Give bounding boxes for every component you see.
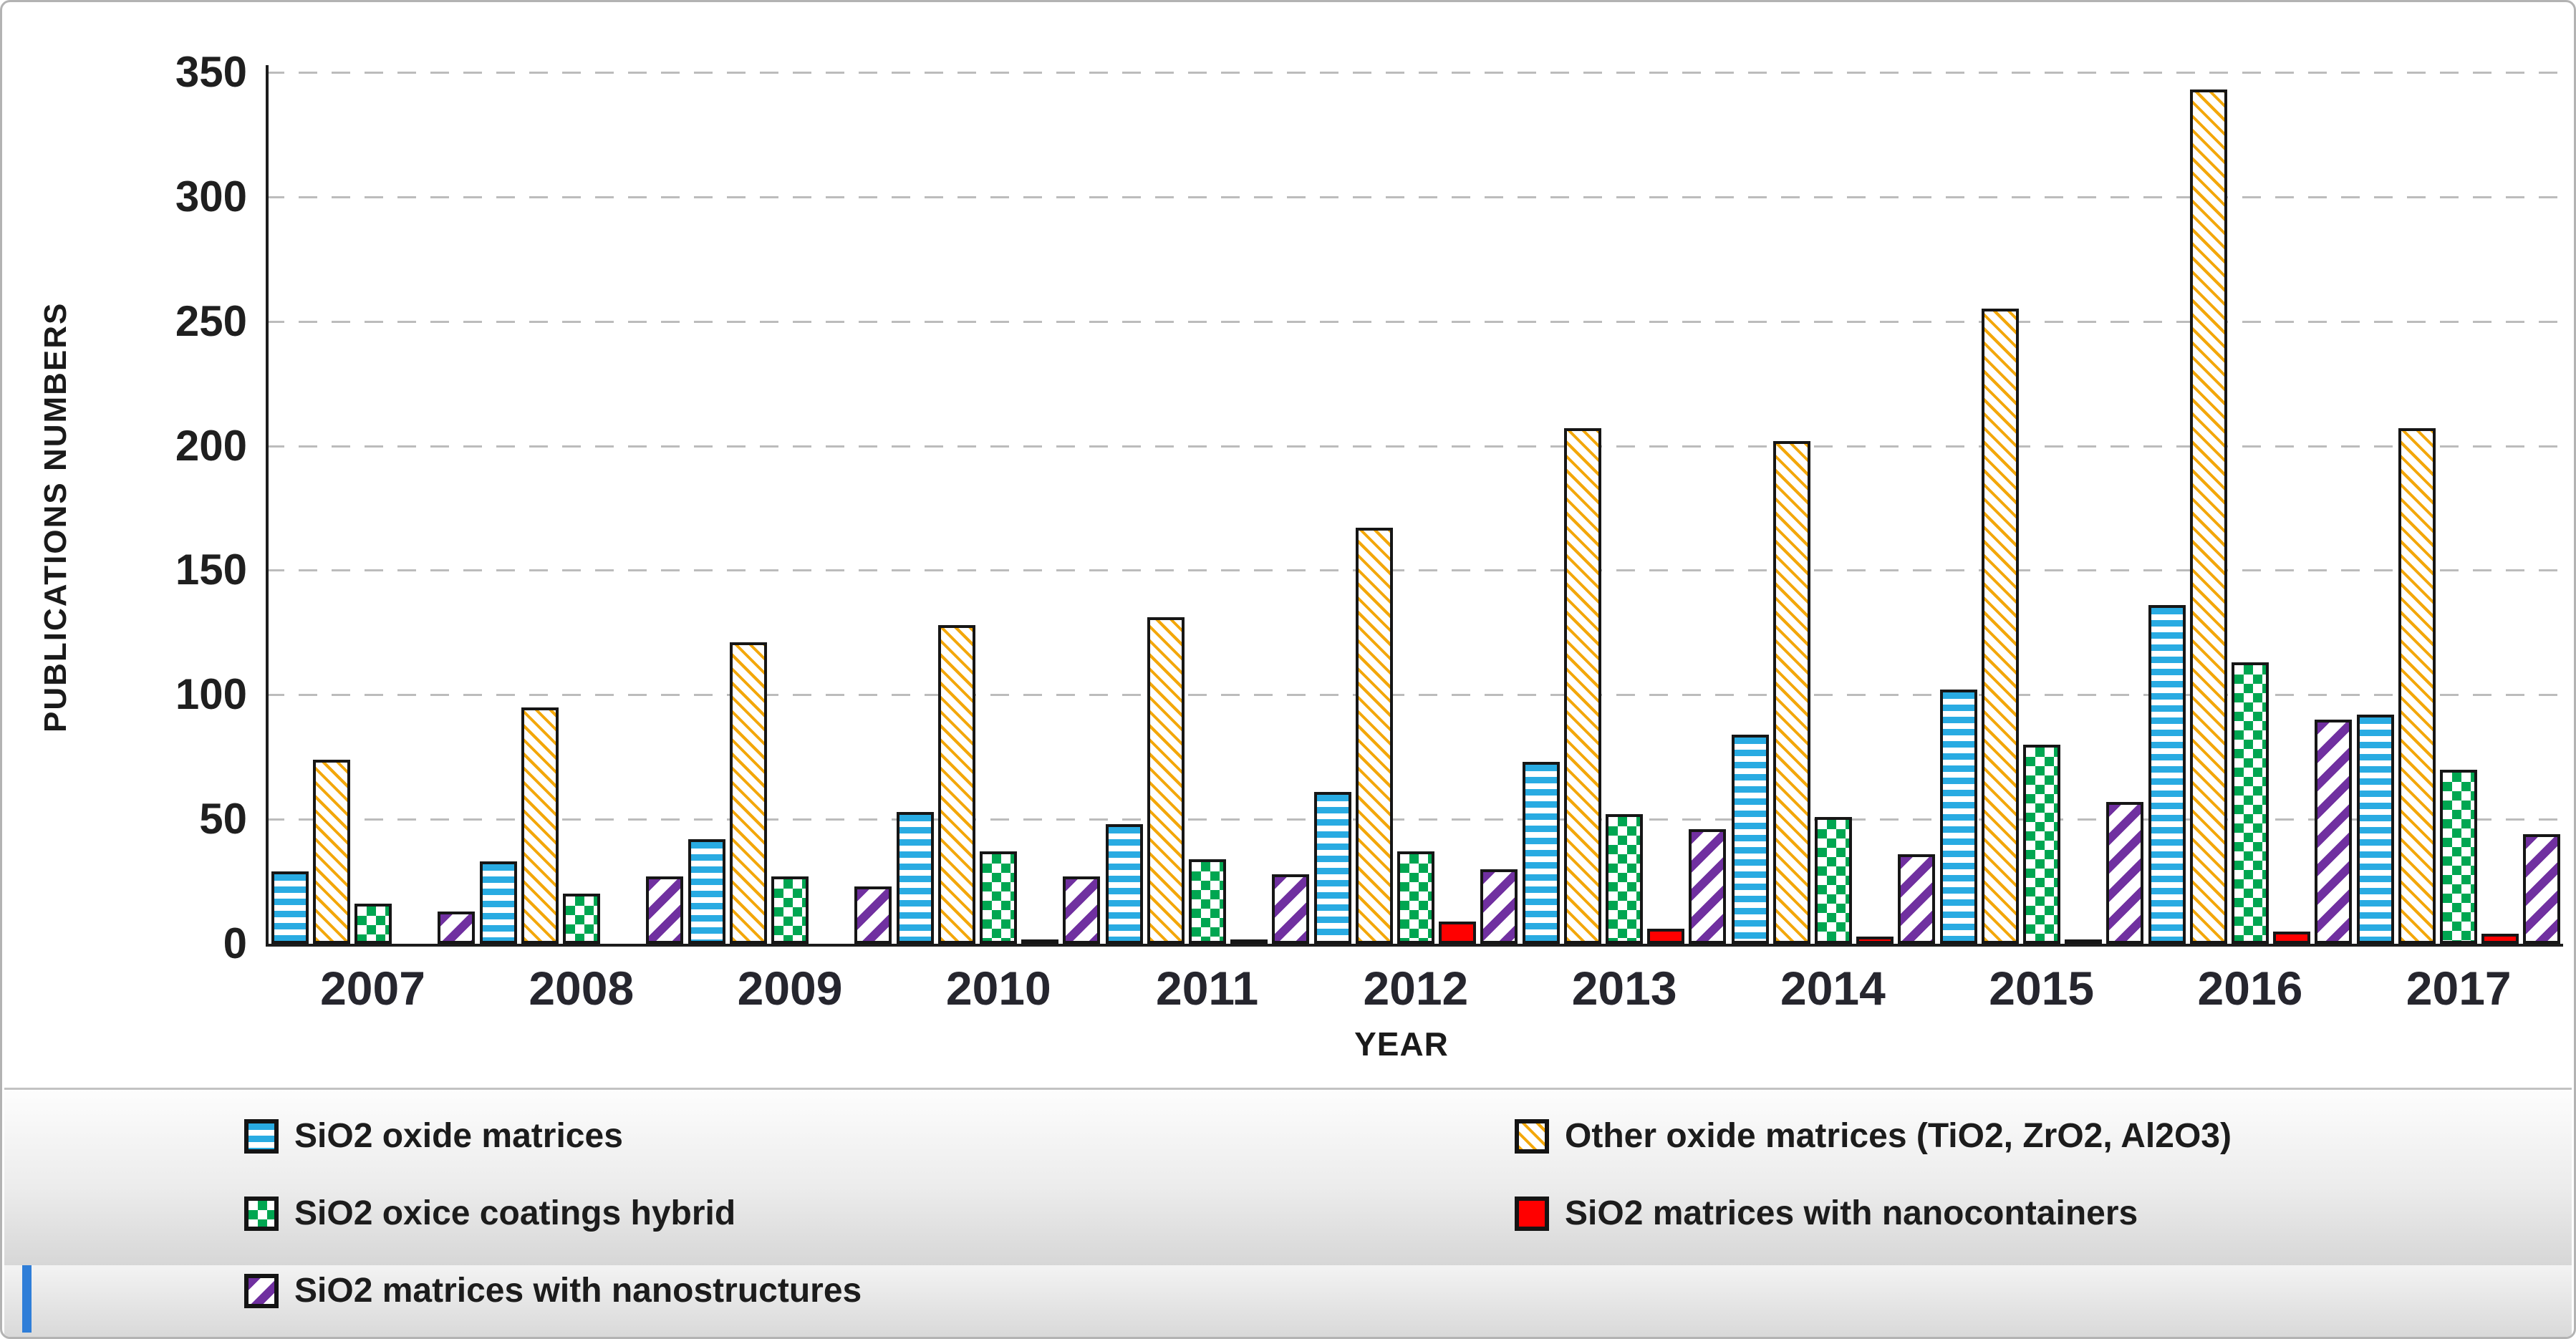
- bar-2012-series-0: [1314, 791, 1351, 944]
- y-tick-label-150: 150: [175, 546, 247, 594]
- bar-2010-series-1: [938, 624, 976, 944]
- legend-item-sio2-coatings-hybrid: SiO2 oxice coatings hybrid: [244, 1194, 735, 1233]
- bar-2011-series-4: [1271, 874, 1309, 944]
- bar-2009-series-0: [688, 838, 726, 944]
- bar-2008-series-2: [562, 894, 600, 944]
- legend-item-other-oxide-matrices: Other oxide matrices (TiO2, ZrO2, Al2O3): [1515, 1116, 2232, 1156]
- bar-2015-series-2: [2022, 744, 2060, 944]
- legend-label: Other oxide matrices (TiO2, ZrO2, Al2O3): [1565, 1117, 2232, 1155]
- bar-2010-series-4: [1063, 876, 1101, 944]
- legend-swatch-blue-stripes: [244, 1118, 279, 1154]
- bar-2016-series-0: [2148, 605, 2186, 944]
- bar-2017-series-0: [2357, 715, 2395, 944]
- y-tick-label-200: 200: [175, 421, 247, 470]
- gridline-300: [266, 195, 2563, 198]
- bar-2008-series-4: [645, 876, 683, 944]
- bar-2013-series-4: [1689, 829, 1727, 944]
- bar-2013-series-3: [1647, 929, 1685, 944]
- legend-swatch-purple-diagonal: [244, 1273, 279, 1308]
- legend-swatch-green-checker: [244, 1196, 279, 1231]
- y-tick-label-300: 300: [175, 172, 247, 221]
- legend-background-upper: [4, 1088, 2572, 1267]
- bar-2017-series-4: [2523, 834, 2561, 944]
- bar-2011-series-0: [1105, 824, 1143, 944]
- bar-2013-series-2: [1606, 814, 1644, 944]
- bar-2015-series-4: [2105, 801, 2143, 944]
- bar-2013-series-0: [1523, 762, 1560, 944]
- legend-item-nanostructures: SiO2 matrices with nanostructures: [244, 1271, 862, 1310]
- y-axis-title: PUBLICATIONS NUMBERS: [38, 301, 73, 733]
- y-axis-line: [266, 65, 269, 947]
- legend-item-nanocontainers: SiO2 matrices with nanocontainers: [1515, 1194, 2138, 1233]
- x-tick-label-2007: 2007: [320, 962, 425, 1015]
- bar-2009-series-4: [854, 886, 892, 944]
- bar-2014-series-3: [1856, 936, 1894, 944]
- legend-swatch-red-solid: [1515, 1196, 1549, 1231]
- x-tick-label-2016: 2016: [2197, 962, 2303, 1015]
- legend-label: SiO2 oxice coatings hybrid: [294, 1194, 736, 1232]
- bar-2009-series-2: [771, 876, 809, 944]
- bar-2009-series-1: [730, 642, 768, 944]
- legend-label: SiO2 matrices with nanocontainers: [1565, 1194, 2138, 1232]
- bar-2014-series-0: [1731, 734, 1769, 944]
- bar-2010-series-2: [980, 851, 1018, 944]
- gridline-250: [266, 320, 2563, 323]
- bar-2016-series-1: [2190, 90, 2228, 944]
- legend-left-accent: [22, 1265, 32, 1333]
- legend-item-sio2-oxide-matrices: SiO2 oxide matrices: [244, 1116, 623, 1156]
- x-tick-label-2010: 2010: [945, 962, 1051, 1015]
- bar-2016-series-4: [2315, 720, 2353, 944]
- bar-2007-series-0: [271, 871, 309, 944]
- bar-2010-series-0: [897, 811, 935, 944]
- bar-2014-series-2: [1814, 816, 1852, 944]
- bar-2011-series-1: [1147, 617, 1185, 944]
- legend-swatch-yellow-diagonal: [1515, 1118, 1549, 1154]
- y-tick-label-250: 250: [175, 296, 247, 345]
- x-tick-label-2011: 2011: [1155, 962, 1259, 1015]
- bar-2017-series-3: [2481, 934, 2519, 944]
- y-tick-label-100: 100: [175, 670, 247, 719]
- bar-2016-series-2: [2232, 662, 2269, 944]
- bar-2017-series-2: [2440, 769, 2478, 944]
- gridline-350: [266, 72, 2563, 74]
- bar-2012-series-2: [1397, 851, 1434, 944]
- gridline-150: [266, 569, 2563, 572]
- gridline-200: [266, 445, 2563, 448]
- bar-2015-series-1: [1981, 309, 2019, 944]
- bar-2012-series-1: [1356, 528, 1393, 944]
- y-tick-label-350: 350: [175, 48, 247, 96]
- bar-2016-series-3: [2273, 931, 2311, 944]
- bar-2007-series-1: [312, 759, 350, 944]
- x-tick-label-2015: 2015: [1989, 962, 2095, 1015]
- y-tick-label-50: 50: [199, 795, 247, 843]
- x-axis-title: YEAR: [1354, 1025, 1449, 1063]
- x-tick-label-2009: 2009: [737, 962, 843, 1015]
- legend-label: SiO2 matrices with nanostructures: [294, 1272, 862, 1310]
- x-tick-label-2014: 2014: [1780, 962, 1886, 1015]
- bar-2007-series-4: [437, 911, 475, 944]
- x-tick-label-2008: 2008: [529, 962, 635, 1015]
- bar-2012-series-4: [1480, 869, 1518, 944]
- gridline-100: [266, 694, 2563, 697]
- x-tick-label-2017: 2017: [2406, 962, 2512, 1015]
- bar-2008-series-0: [479, 861, 517, 944]
- x-tick-label-2013: 2013: [1571, 962, 1677, 1015]
- bar-2007-series-2: [354, 904, 392, 944]
- bar-2011-series-2: [1188, 859, 1226, 944]
- bar-2017-series-1: [2398, 428, 2436, 944]
- y-tick-label-0: 0: [223, 919, 247, 967]
- bar-2012-series-3: [1439, 921, 1476, 944]
- legend-background-lower: [4, 1265, 2572, 1337]
- legend-label: SiO2 oxide matrices: [294, 1117, 623, 1155]
- bar-2008-series-1: [521, 707, 559, 944]
- bar-2014-series-1: [1772, 440, 1810, 944]
- gridline-50: [266, 818, 2563, 821]
- bar-2015-series-0: [1939, 690, 1977, 944]
- x-tick-label-2012: 2012: [1363, 962, 1469, 1015]
- x-axis-line: [266, 944, 2563, 947]
- plot-area: 0 50 100 150 200 250 300 350 2007 2008 2009 2010 20…: [2, 2, 2574, 1091]
- bar-2013-series-1: [1564, 428, 1602, 944]
- bar-2014-series-4: [1897, 854, 1935, 944]
